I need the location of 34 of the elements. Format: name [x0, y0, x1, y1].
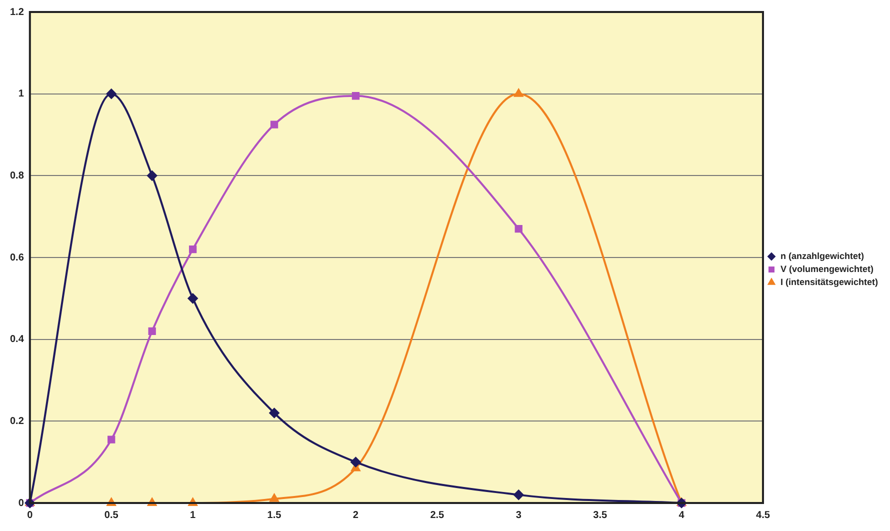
y-tick-label: 0.2	[10, 416, 24, 427]
point	[352, 92, 360, 100]
point	[188, 245, 197, 254]
x-tick-label: 2.5	[430, 510, 445, 521]
x-tick-label: 0.5	[104, 510, 119, 521]
point	[108, 436, 116, 444]
x-tick-label: 4.5	[756, 510, 770, 521]
point	[188, 293, 198, 304]
x-tick-label: 3	[516, 510, 522, 521]
x-tick-label: 1.5	[267, 510, 282, 521]
x-tick-label: 0	[27, 510, 34, 521]
point	[514, 225, 522, 233]
point	[106, 88, 116, 99]
point	[270, 494, 279, 502]
point	[514, 490, 524, 500]
point	[514, 88, 524, 97]
legend-label: n (anzahlgewichtet)	[780, 250, 864, 261]
x-tick-label: 3.5	[593, 510, 608, 521]
y-tick-label: 0.8	[10, 170, 24, 182]
y-tick-label: 0.4	[10, 334, 24, 346]
legend-label: I (intensitätsgewichtet)	[780, 276, 878, 287]
y-tick-label: 0.6	[10, 252, 24, 264]
x-tick-label: 1	[190, 510, 196, 521]
y-tick-label: 0	[18, 498, 24, 509]
point	[147, 170, 158, 181]
point	[350, 457, 361, 468]
point	[148, 327, 156, 335]
x-tick-label: 2	[352, 510, 359, 521]
point	[270, 120, 278, 128]
legend-label: V (volumengewichtet)	[780, 264, 874, 274]
y-tick-label: 1	[18, 88, 24, 100]
point	[269, 408, 280, 418]
y-tick-label: 1.2	[10, 6, 24, 18]
x-tick-label: 4	[678, 510, 685, 521]
